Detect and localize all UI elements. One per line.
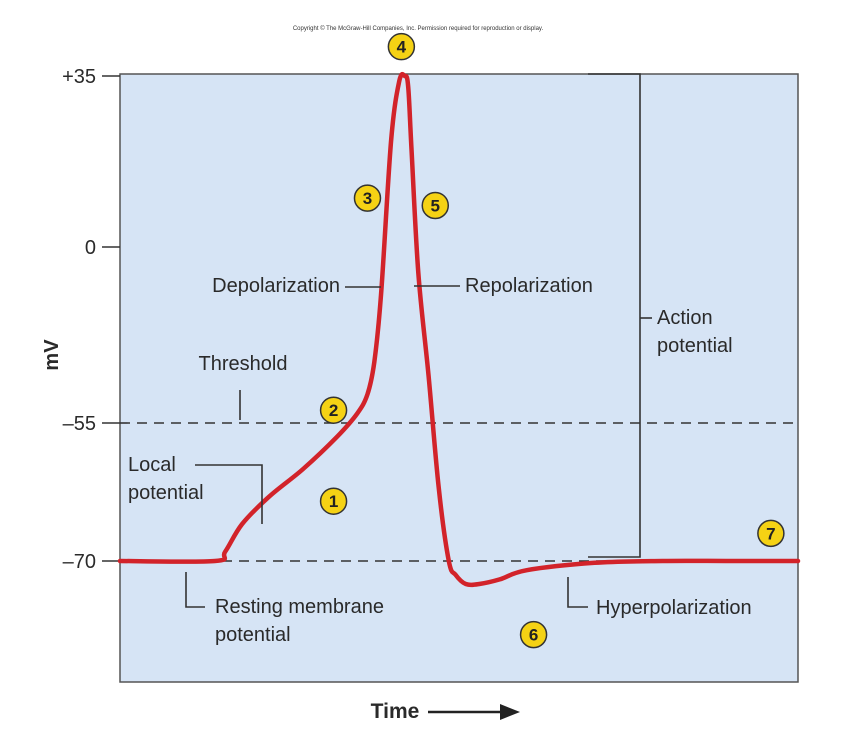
hyperpolarization-leader — [567, 577, 588, 608]
x-axis-label: Time — [371, 700, 420, 723]
step-marker-number: 4 — [397, 38, 407, 57]
local-potential-leader — [195, 464, 263, 524]
threshold-label: Threshold — [199, 353, 288, 375]
annotation-leaders — [185, 73, 652, 608]
step-marker-3: 3 — [353, 184, 382, 212]
step-marker-number: 1 — [329, 492, 338, 511]
step-marker-circle — [757, 519, 785, 548]
resting-potential-leader — [185, 572, 205, 608]
step-markers: 1 2 3 4 5 6 7 — [319, 32, 785, 649]
step-marker-1: 1 — [319, 487, 348, 515]
step-marker-circle — [519, 620, 548, 649]
step-marker-7: 7 — [757, 519, 785, 548]
copyright-notice: Copyright © The McGraw-Hill Companies, I… — [293, 25, 544, 32]
step-marker-circle — [319, 487, 348, 515]
y-tick-label-0: +35 — [62, 66, 96, 88]
y-axis-label: mV — [41, 339, 63, 371]
step-marker-4: 4 — [387, 32, 416, 61]
step-marker-number: 3 — [363, 189, 372, 208]
step-marker-number: 2 — [329, 401, 338, 420]
x-axis-arrow — [428, 704, 520, 720]
resting-potential-label: Resting membrane potential — [215, 596, 390, 646]
hyperpolarization-label: Hyperpolarization — [596, 597, 752, 619]
plot-area — [119, 73, 799, 683]
depolarization-label: Depolarization — [212, 275, 340, 297]
action-potential-bracket — [588, 73, 641, 558]
step-marker-6: 6 — [519, 620, 548, 649]
step-marker-circle — [387, 32, 416, 61]
step-marker-number: 5 — [431, 196, 440, 215]
step-marker-2: 2 — [319, 396, 348, 424]
step-marker-circle — [353, 184, 382, 212]
y-tick-label-3: –70 — [63, 551, 96, 573]
repolarization-label: Repolarization — [465, 275, 593, 297]
y-tick-label-1: 0 — [85, 237, 96, 259]
step-marker-number: 7 — [766, 524, 775, 543]
y-axis: +35 0 –55 –70 — [62, 66, 120, 573]
action-potential-label: Action potential — [657, 307, 733, 357]
membrane-potential-trace — [117, 71, 801, 588]
step-marker-5: 5 — [421, 191, 450, 220]
step-marker-circle — [319, 396, 348, 424]
y-tick-label-2: –55 — [63, 413, 96, 435]
step-marker-circle — [421, 191, 450, 220]
step-marker-number: 6 — [529, 626, 538, 645]
local-potential-label: Local potential — [128, 454, 204, 504]
